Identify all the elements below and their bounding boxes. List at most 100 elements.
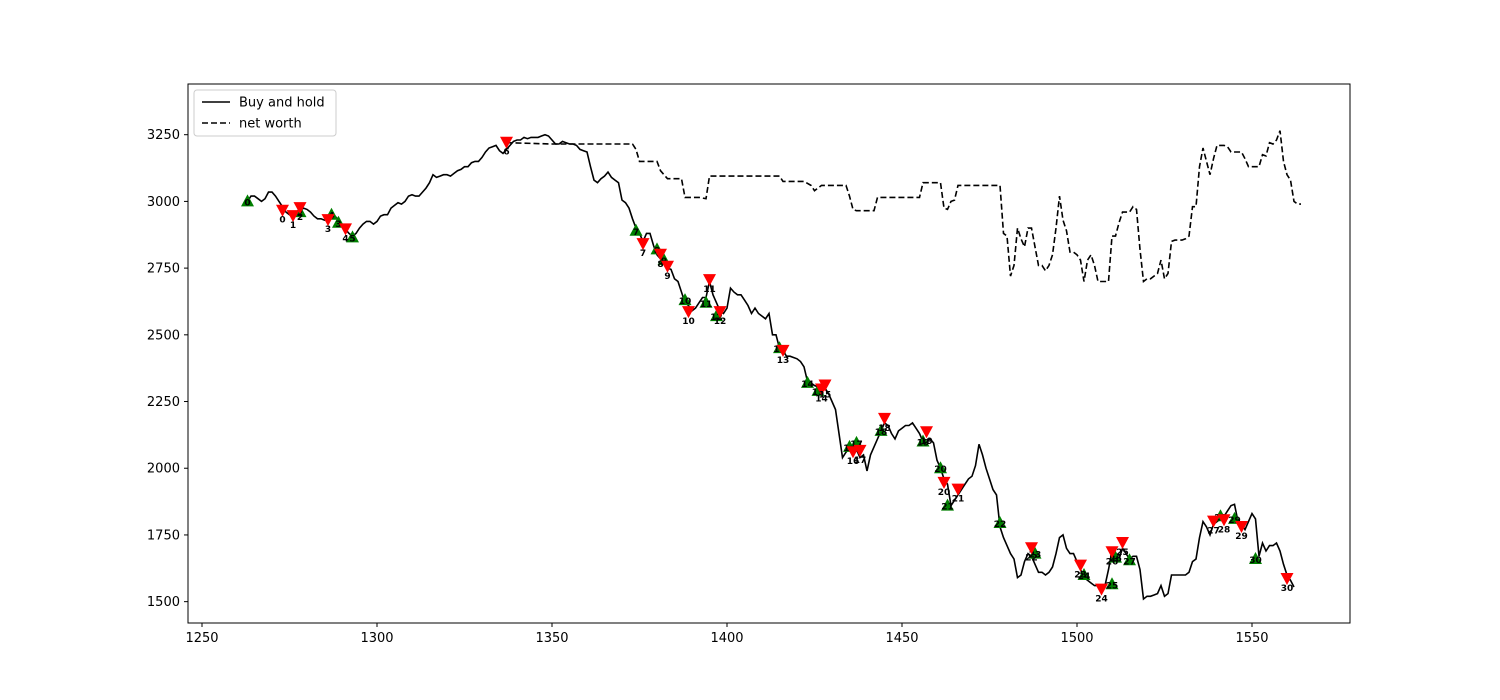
- sell-marker-label: 11: [703, 285, 716, 295]
- buy-marker: 26: [1109, 550, 1122, 565]
- y-tick-label: 1500: [147, 595, 180, 610]
- legend-label: net worth: [239, 117, 302, 132]
- sell-marker-label: 9: [664, 272, 670, 282]
- sell-marker-label: 22: [1025, 553, 1038, 563]
- buy-marker: 17: [850, 435, 863, 450]
- sell-marker-triangle: [1280, 572, 1294, 585]
- sell-marker: 0: [276, 204, 289, 226]
- buy-marker-triangle: [699, 295, 713, 308]
- sell-marker-triangle: [1105, 546, 1119, 559]
- sell-marker: 23: [1074, 559, 1087, 581]
- sell-marker-triangle: [1095, 583, 1108, 596]
- buy-marker-label: 12: [710, 313, 723, 323]
- sell-marker-triangle: [1217, 514, 1231, 527]
- sell-marker: 2: [293, 202, 307, 223]
- sell-marker: 15: [818, 379, 832, 401]
- sell-marker: 29: [1235, 520, 1248, 542]
- sell-marker-triangle: [853, 444, 867, 457]
- sell-marker-label: 3: [325, 225, 331, 235]
- buy-marker: 25: [1105, 577, 1119, 591]
- buy-marker-triangle: [934, 461, 947, 474]
- buy-marker: 27: [1123, 553, 1136, 567]
- sell-marker-label: 18: [878, 424, 891, 434]
- series-line-buy-and-hold: [246, 133, 1295, 601]
- x-tick-label: 1500: [1060, 631, 1093, 646]
- sell-marker: 6: [500, 136, 513, 158]
- buy-marker: 29: [1228, 511, 1241, 526]
- buy-marker-label: 2: [297, 209, 303, 219]
- sell-marker: 25: [1116, 536, 1129, 558]
- buy-marker-label: 7: [633, 228, 639, 238]
- buy-marker-label: 10: [679, 297, 692, 307]
- buy-marker-triangle: [346, 230, 359, 243]
- sell-marker-triangle: [1025, 542, 1038, 555]
- buy-marker: 12: [710, 309, 723, 323]
- sell-marker: 19: [920, 426, 933, 447]
- buy-marker: 5: [346, 230, 359, 244]
- sell-marker-label: 2: [297, 213, 303, 223]
- legend-label: Buy and hold: [239, 96, 325, 111]
- buy-marker: 10: [678, 293, 692, 307]
- x-tick-label: 1400: [710, 631, 743, 646]
- sell-marker: 7: [636, 238, 650, 259]
- buy-marker-label: 20: [934, 465, 947, 475]
- y-tick-label: 2250: [147, 395, 180, 410]
- legend: Buy and hold net worth: [193, 89, 337, 137]
- sell-marker: 4: [339, 223, 352, 244]
- buy-marker-label: 19: [917, 439, 930, 449]
- buy-marker-triangle: [241, 194, 254, 207]
- buy-marker-label: 26: [1109, 555, 1122, 565]
- sell-marker-triangle: [1235, 520, 1248, 533]
- sell-marker-triangle: [878, 412, 891, 425]
- sell-marker: 9: [661, 260, 674, 282]
- sell-marker-triangle: [713, 306, 727, 319]
- buy-marker-triangle: [941, 498, 954, 511]
- buy-marker-label: 14: [801, 380, 814, 390]
- buy-marker-label: 24: [1078, 572, 1091, 582]
- buy-marker-label: 21: [941, 503, 954, 513]
- buy-marker-triangle: [1105, 577, 1119, 590]
- buy-marker: 30: [1249, 551, 1262, 566]
- sell-marker-label: 1: [290, 221, 296, 231]
- buy-marker-label: 17: [850, 440, 863, 450]
- buy-marker: 7: [629, 223, 643, 238]
- buy-marker-label: 18: [875, 428, 888, 438]
- sell-marker: 24: [1095, 583, 1108, 605]
- sell-marker-label: 14: [815, 395, 828, 405]
- y-tick-label: 3000: [147, 195, 180, 210]
- sell-marker-triangle: [776, 344, 790, 357]
- sell-marker-triangle: [654, 248, 667, 261]
- buy-marker-label: 27: [1123, 557, 1136, 567]
- sell-marker-label: 24: [1095, 595, 1108, 605]
- sell-marker: 1: [286, 210, 300, 231]
- x-tick-label: 1550: [1235, 631, 1268, 646]
- sell-marker-label: 20: [938, 488, 951, 498]
- y-tick-label: 2750: [147, 262, 180, 277]
- buy-marker-label: 15: [812, 388, 825, 398]
- sell-marker-triangle: [682, 306, 695, 319]
- sell-marker-label: 4: [342, 234, 348, 244]
- sell-marker-label: 29: [1235, 532, 1248, 542]
- buy-marker-label: 25: [1106, 581, 1119, 591]
- sell-marker-triangle: [937, 476, 951, 489]
- sell-marker-label: 25: [1116, 548, 1129, 558]
- buy-marker-triangle: [1228, 511, 1241, 524]
- sell-marker: 10: [682, 306, 695, 327]
- sell-marker-label: 17: [854, 456, 867, 466]
- x-tick-label: 1450: [885, 631, 918, 646]
- sell-marker-label: 26: [1106, 557, 1119, 567]
- sell-marker: 12: [713, 306, 727, 327]
- sell-marker: 27: [1207, 515, 1220, 537]
- buy-marker: 0: [241, 194, 254, 208]
- y-tick-label: 2000: [147, 462, 180, 477]
- sell-marker-triangle: [1074, 559, 1087, 572]
- sell-marker-triangle: [661, 260, 674, 273]
- buy-marker-triangle: [1109, 550, 1122, 563]
- sell-marker-triangle: [703, 274, 716, 287]
- sell-marker: 17: [853, 444, 867, 466]
- buy-marker-label: 5: [349, 234, 355, 244]
- buy-marker-triangle: [801, 375, 814, 388]
- series-line-net-worth: [506, 130, 1301, 284]
- buy-marker-triangle: [710, 309, 723, 322]
